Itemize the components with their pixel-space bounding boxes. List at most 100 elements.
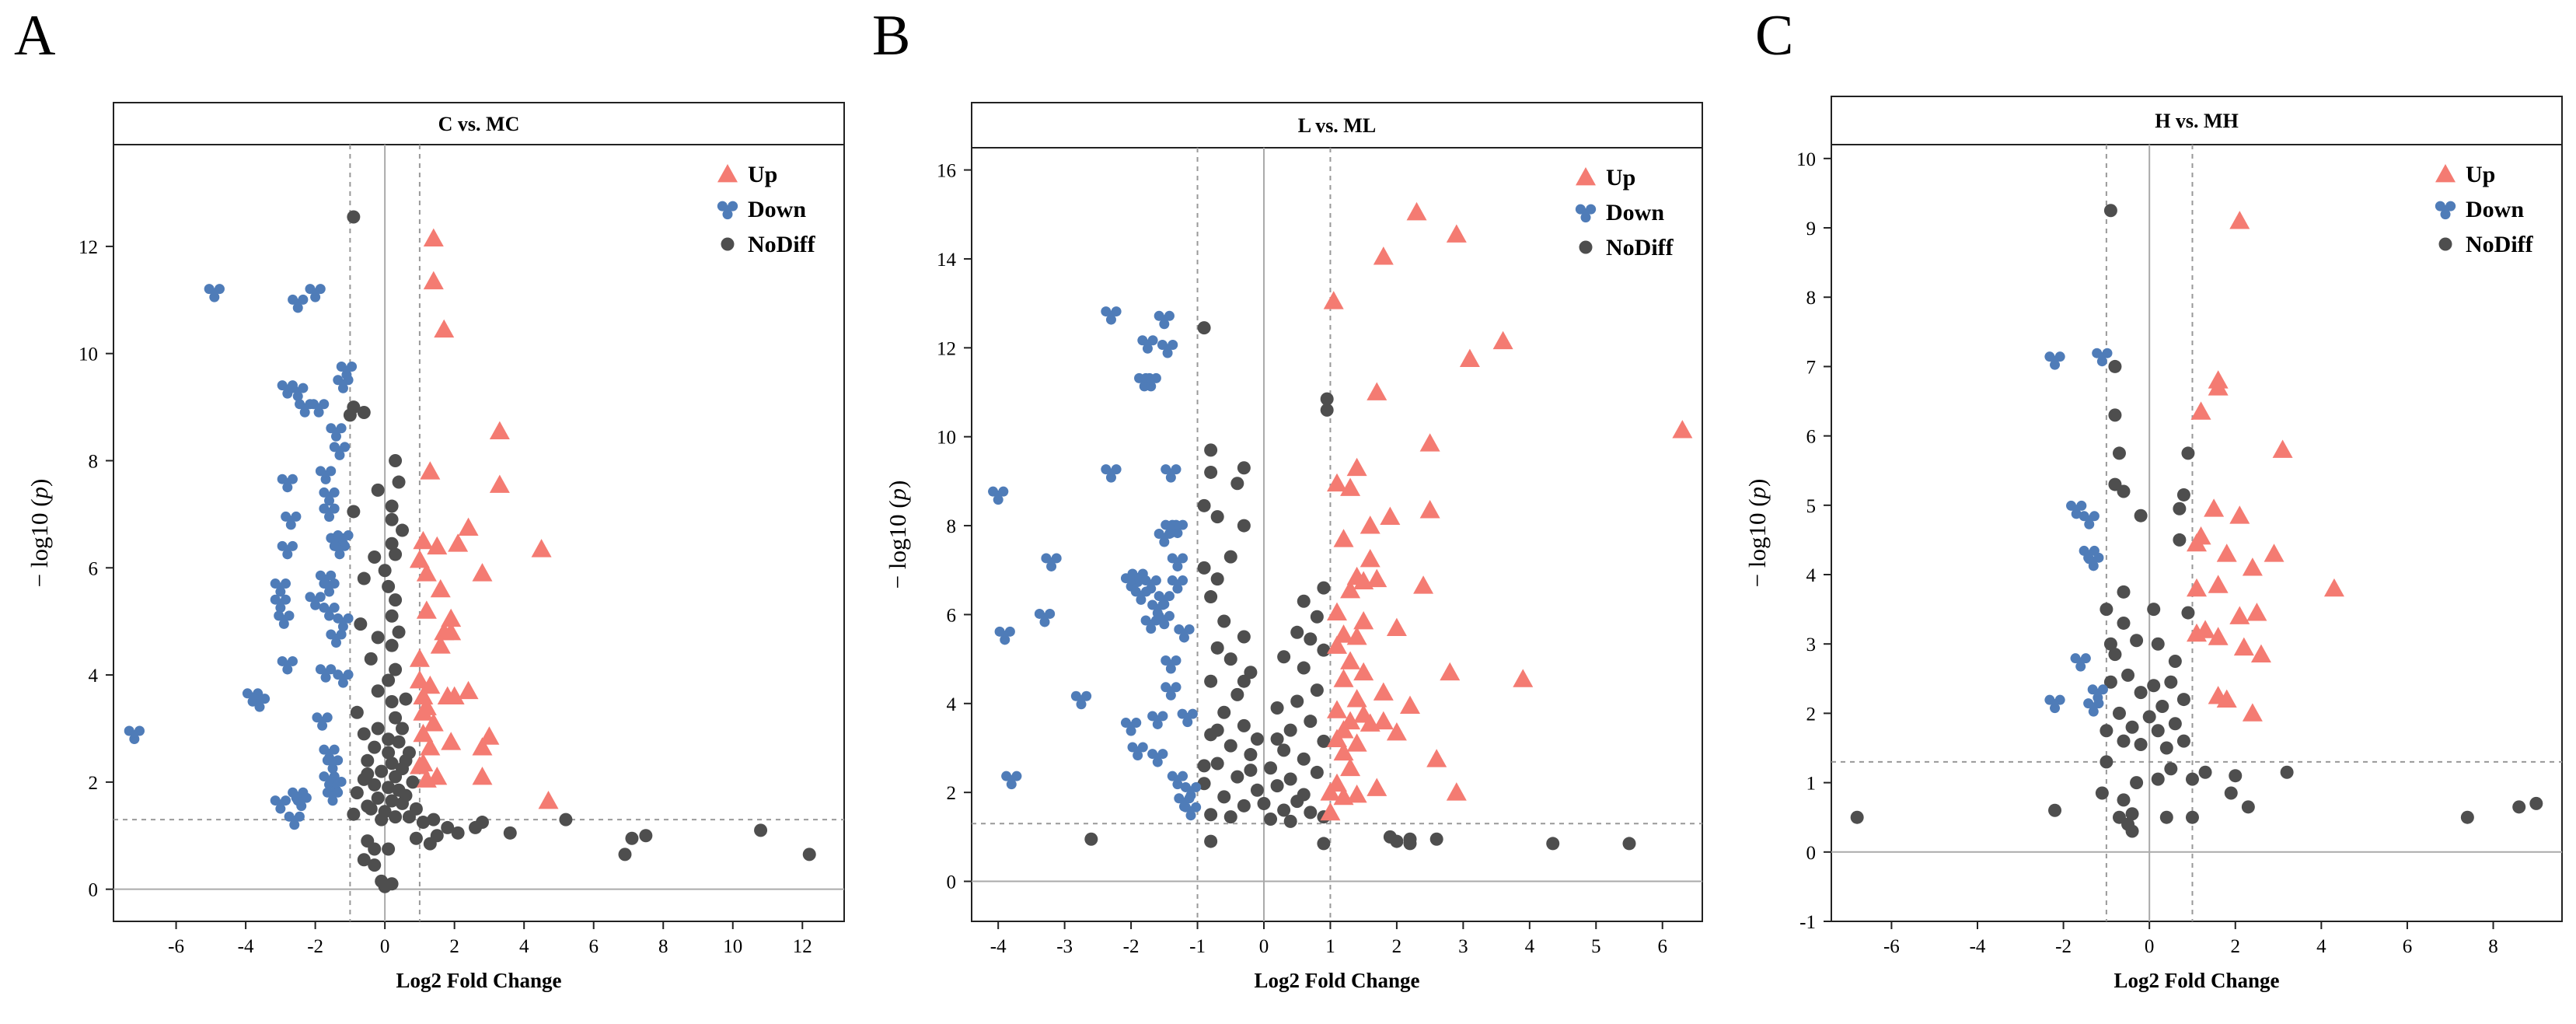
up-point [458,680,479,700]
legend-nodiff-icon [721,237,735,251]
up-point [1386,617,1407,636]
nodiff-point [2151,724,2165,738]
up-point [1419,500,1440,519]
nodiff-point [1204,443,1218,457]
down-point [1070,690,1092,710]
nodiff-point [385,794,399,808]
down-point [1001,771,1022,790]
nodiff-point [2117,585,2131,599]
down-point [1177,708,1198,728]
legend-nodiff-icon [2438,237,2452,251]
nodiff-point [559,813,573,827]
down-point [1130,586,1152,605]
x-tick-label: 5 [1591,936,1601,957]
up-point [420,737,441,756]
nodiff-point [451,826,465,840]
nodiff-point [1317,643,1331,657]
nodiff-point [1204,590,1218,604]
down-point [1167,771,1189,790]
nodiff-point [1244,764,1258,778]
x-tick-label: 10 [723,936,742,957]
down-point [277,474,298,493]
nodiff-point [382,781,396,795]
up-point [1333,742,1354,761]
nodiff-point [385,877,399,891]
nodiff-point [385,609,399,623]
nodiff-point [1320,392,1334,406]
down-point [1167,553,1189,571]
down-point [326,423,347,442]
down-point [281,511,302,530]
x-tick-label: 8 [2488,936,2498,957]
up-point [1346,733,1367,752]
nodiff-point [441,820,455,834]
legend-nodiff-label: NoDiff [748,232,816,257]
nodiff-point [357,571,371,585]
down-point [270,594,291,613]
nodiff-point [639,829,653,843]
down-point [315,466,337,484]
legend: Up Down NoDiff [1575,165,1674,260]
nodiff-point [368,740,382,754]
nodiff-point [2529,796,2543,810]
nodiff-point [2134,738,2148,752]
panel-title: L vs. ML [1298,114,1376,137]
up-point [1340,757,1361,777]
nodiff-point [389,770,403,784]
up-point [2323,578,2344,597]
nodiff-point [1237,718,1251,732]
down-point [319,487,340,506]
y-axis-label-prefix: − log10 ( [884,500,911,589]
nodiff-point [2130,634,2144,648]
up-point [1340,579,1361,599]
nodiff-point [378,564,392,578]
down-point [1041,553,1062,571]
up-point [472,766,493,785]
up-point [413,702,434,721]
up-point [1323,291,1344,309]
down-point [322,755,344,774]
up-point [1446,782,1467,801]
y-axis-label-prefix: − log10 ( [1744,498,1771,587]
nodiff-point [1257,796,1271,810]
legend-down-icon [1575,204,1597,223]
nodiff-point [625,831,639,845]
panel-letter: B [872,4,910,68]
up-point [479,726,500,745]
down-point [277,540,298,560]
legend-up-icon [2435,164,2456,183]
down-point [1127,742,1148,760]
legend: Up Down NoDiff [2435,162,2534,257]
down-point [1161,464,1182,483]
x-tick-label: 0 [380,936,390,957]
legend-nodiff-label: NoDiff [1606,235,1674,260]
down-point [994,626,1015,645]
nodiff-point [2125,807,2139,821]
nodiff-point [2164,762,2178,776]
nodiff-point [1204,465,1218,479]
up-point [441,621,462,641]
nodiff-point [1390,834,1404,848]
nodiff-point [2112,446,2126,460]
up-point [2204,498,2225,517]
down-point [326,629,347,648]
y-tick-label: 0 [89,880,99,901]
nodiff-point [392,475,406,489]
nodiff-point [1250,732,1264,746]
x-tick-label: 12 [793,936,812,957]
up-point [1360,548,1380,568]
y-tick-label: 9 [1806,218,1817,239]
nodiff-point [1283,723,1297,737]
legend-up-icon [1576,167,1596,186]
nodiff-point [1244,748,1258,762]
nodiff-point [1317,837,1331,851]
nodiff-point [354,617,368,631]
up-point [1353,571,1374,589]
up-point [2272,439,2293,458]
up-point [1346,627,1367,645]
nodiff-point [1320,403,1334,417]
up-point [1340,477,1361,496]
up-point [430,578,451,598]
nodiff-point [1277,743,1291,757]
